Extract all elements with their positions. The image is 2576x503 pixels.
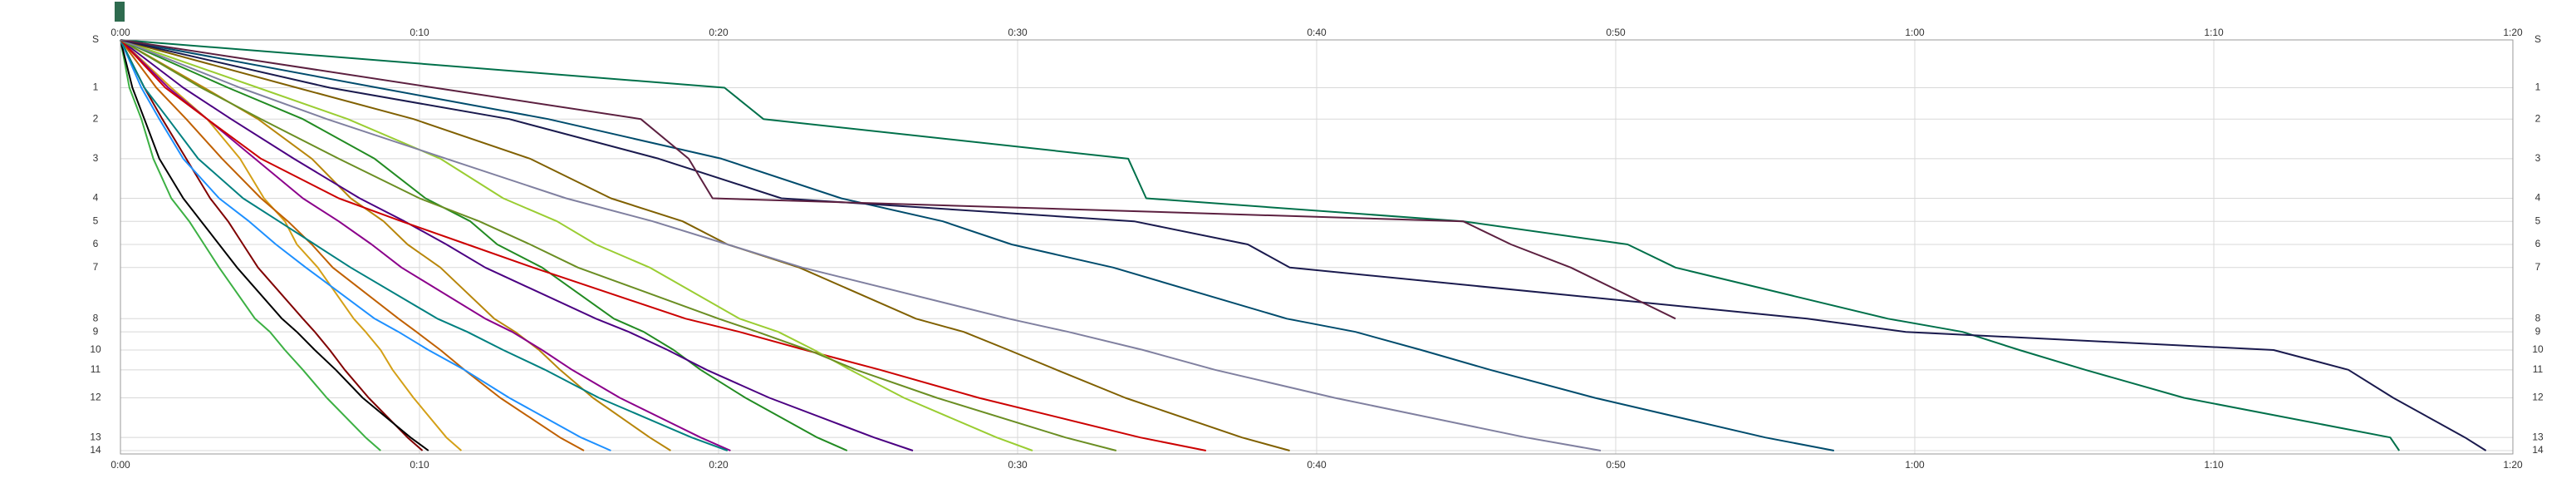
competitor-line bbox=[120, 39, 1290, 451]
y-tick-label-right: 7 bbox=[2535, 261, 2541, 273]
competitor-line bbox=[120, 39, 424, 451]
y-tick-label-right: 13 bbox=[2532, 431, 2544, 442]
competitor-line bbox=[120, 39, 914, 451]
y-tick-label-right: 8 bbox=[2535, 312, 2541, 323]
x-tick-label-top: 0:00 bbox=[110, 27, 130, 38]
start-icon bbox=[115, 2, 125, 22]
x-tick-label-bottom: 0:10 bbox=[410, 459, 429, 471]
y-tick-label-left: 11 bbox=[91, 363, 101, 375]
y-tick-label-right: 1 bbox=[2535, 81, 2541, 93]
plot-frame bbox=[120, 39, 2514, 455]
y-tick-label-left: 9 bbox=[93, 325, 99, 337]
y-tick-label-left: 7 bbox=[93, 261, 99, 273]
x-tick-label-top: 1:00 bbox=[1905, 27, 1925, 38]
competitor-line bbox=[120, 39, 463, 451]
y-tick-label-right: 2 bbox=[2535, 112, 2541, 124]
x-tick-label-top: 0:20 bbox=[709, 27, 729, 38]
competitor-line bbox=[120, 39, 2487, 451]
y-tick-label-left: 6 bbox=[93, 238, 99, 249]
competitor-line bbox=[120, 39, 729, 451]
x-tick-label-bottom: 1:10 bbox=[2204, 459, 2224, 471]
competitor-line bbox=[120, 39, 1602, 451]
y-tick-label-left: 3 bbox=[93, 152, 99, 164]
y-tick-label-right: 9 bbox=[2535, 325, 2541, 337]
y-tick-label-left: 4 bbox=[93, 192, 99, 204]
y-tick-label-right: 5 bbox=[2535, 215, 2541, 226]
y-tick-label-left: 14 bbox=[90, 444, 101, 456]
x-tick-label-top: 1:20 bbox=[2503, 27, 2523, 38]
competitor-line bbox=[120, 39, 1834, 451]
competitor-line bbox=[120, 39, 381, 451]
competitor-line bbox=[120, 39, 848, 451]
y-tick-label-left: S bbox=[92, 33, 99, 45]
y-tick-label-left: 12 bbox=[90, 392, 101, 403]
x-tick-label-top: 0:10 bbox=[410, 27, 429, 38]
competitor-line bbox=[120, 39, 611, 451]
y-tick-label-right: 4 bbox=[2535, 192, 2541, 204]
x-tick-label-bottom: 1:00 bbox=[1905, 459, 1925, 471]
x-tick-label-bottom: 0:40 bbox=[1307, 459, 1327, 471]
x-tick-label-bottom: 0:50 bbox=[1606, 459, 1626, 471]
competitor-line bbox=[120, 39, 1117, 451]
y-tick-label-left: 2 bbox=[93, 112, 99, 124]
x-tick-label-bottom: 0:20 bbox=[709, 459, 729, 471]
x-tick-label-bottom: 0:00 bbox=[110, 459, 130, 471]
competitor-line bbox=[120, 39, 585, 451]
competitor-line bbox=[120, 39, 1206, 451]
y-tick-label-left: 13 bbox=[90, 431, 101, 442]
y-tick-label-right: 3 bbox=[2535, 152, 2541, 164]
x-tick-label-top: 1:10 bbox=[2204, 27, 2224, 38]
competitor-line bbox=[120, 39, 2401, 451]
y-tick-label-right: 6 bbox=[2535, 238, 2541, 249]
y-tick-label-left: 10 bbox=[90, 343, 101, 355]
competitor-line bbox=[120, 39, 731, 451]
competitor-line bbox=[120, 39, 1676, 320]
competitor-line bbox=[120, 39, 1033, 451]
y-tick-label-left: 5 bbox=[93, 215, 99, 226]
competitor-line bbox=[120, 39, 429, 451]
y-tick-label-right: 14 bbox=[2532, 444, 2544, 456]
y-tick-label-right: S bbox=[2534, 33, 2541, 45]
y-tick-label-left: 1 bbox=[93, 81, 99, 93]
y-tick-label-right: 11 bbox=[2533, 363, 2544, 375]
x-tick-label-top: 0:30 bbox=[1008, 27, 1028, 38]
y-tick-label-right: 12 bbox=[2532, 392, 2544, 403]
x-tick-label-top: 0:50 bbox=[1606, 27, 1626, 38]
y-tick-label-left: 8 bbox=[93, 312, 99, 323]
x-tick-label-bottom: 0:30 bbox=[1008, 459, 1028, 471]
x-tick-label-top: 0:40 bbox=[1307, 27, 1327, 38]
x-tick-label-bottom: 1:20 bbox=[2503, 459, 2523, 471]
y-tick-label-right: 10 bbox=[2532, 343, 2544, 355]
